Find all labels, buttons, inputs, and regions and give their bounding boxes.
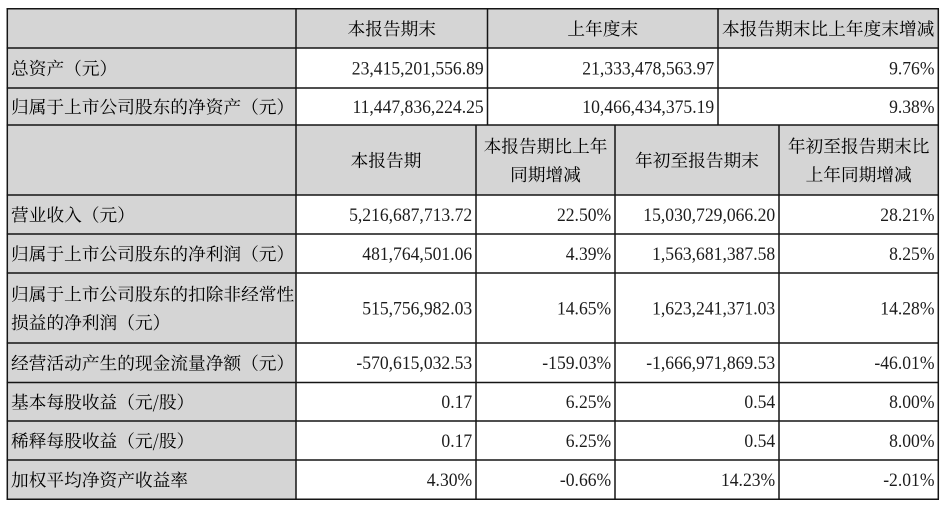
svg-text:-0.66%: -0.66% [560, 470, 611, 490]
svg-text:21,333,478,563.97: 21,333,478,563.97 [582, 58, 714, 78]
svg-text:23,415,201,556.89: 23,415,201,556.89 [352, 58, 484, 78]
svg-text:-159.03%: -159.03% [542, 353, 611, 373]
svg-text:4.39%: 4.39% [566, 244, 611, 264]
svg-text:481,764,501.06: 481,764,501.06 [362, 244, 472, 264]
svg-text:1,563,681,387.58: 1,563,681,387.58 [652, 244, 775, 264]
svg-text:9.38%: 9.38% [889, 97, 934, 117]
svg-text:11,447,836,224.25: 11,447,836,224.25 [352, 97, 483, 117]
svg-text:5,216,687,713.72: 5,216,687,713.72 [349, 205, 472, 225]
svg-text:14.28%: 14.28% [880, 298, 934, 318]
svg-text:1,623,241,371.03: 1,623,241,371.03 [652, 298, 775, 318]
svg-text:22.50%: 22.50% [557, 205, 611, 225]
svg-text:515,756,982.03: 515,756,982.03 [362, 298, 472, 318]
svg-text:-2.01%: -2.01% [883, 470, 934, 490]
svg-text:6.25%: 6.25% [566, 392, 611, 412]
svg-text:14.65%: 14.65% [557, 298, 611, 318]
svg-text:28.21%: 28.21% [880, 205, 934, 225]
svg-text:0.17: 0.17 [441, 392, 472, 412]
svg-text:14.23%: 14.23% [721, 470, 775, 490]
svg-text:6.25%: 6.25% [566, 431, 611, 451]
svg-text:-46.01%: -46.01% [874, 353, 934, 373]
svg-text:15,030,729,066.20: 15,030,729,066.20 [643, 205, 775, 225]
svg-text:-1,666,971,869.53: -1,666,971,869.53 [646, 353, 775, 373]
svg-text:0.54: 0.54 [744, 392, 775, 412]
svg-text:8.25%: 8.25% [889, 244, 934, 264]
svg-text:0.54: 0.54 [744, 431, 775, 451]
svg-text:4.30%: 4.30% [427, 470, 472, 490]
svg-text:-570,615,032.53: -570,615,032.53 [356, 353, 472, 373]
svg-text:8.00%: 8.00% [889, 431, 934, 451]
svg-text:9.76%: 9.76% [889, 58, 934, 78]
svg-text:10,466,434,375.19: 10,466,434,375.19 [582, 97, 714, 117]
svg-text:8.00%: 8.00% [889, 392, 934, 412]
svg-text:0.17: 0.17 [441, 431, 472, 451]
